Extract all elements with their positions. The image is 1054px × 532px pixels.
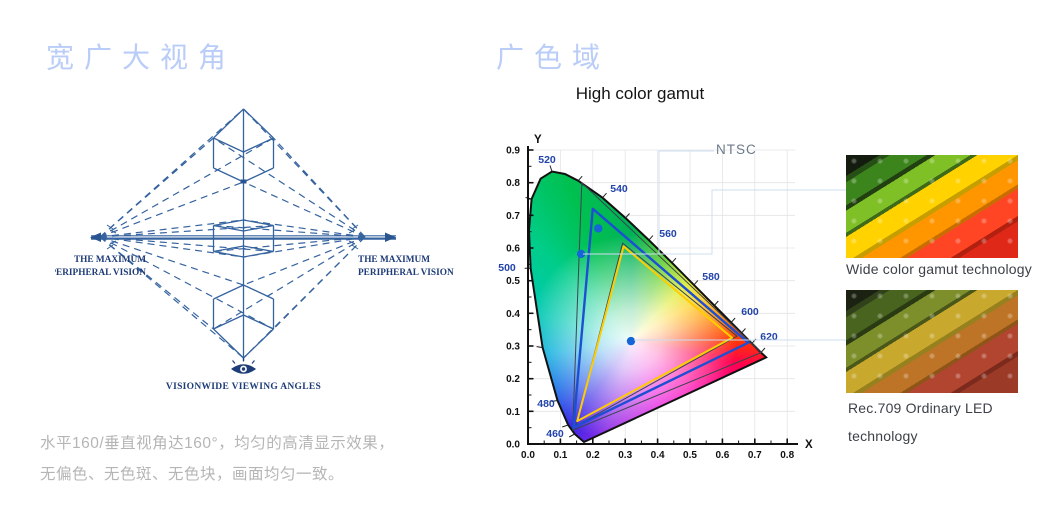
wavelength-label-460: 460: [546, 428, 564, 440]
y-tick-label: 0.7: [506, 211, 520, 222]
y-tick-label: 0.2: [506, 374, 520, 385]
rec709-photo: [846, 290, 1018, 393]
description-line-2: 无偏色、无色斑、无色块，画面均匀一致。: [40, 466, 345, 483]
y-axis-letter: Y: [534, 134, 542, 146]
x-axis-letter: X: [805, 439, 813, 451]
y-tick-label: 0.3: [506, 342, 520, 353]
diagram-geometry: [91, 108, 396, 361]
wavelength-label-540: 540: [610, 183, 628, 195]
viewing-angle-diagram: THE MAXIMUM PERIPHERAL VISION THE MAXIMU…: [55, 108, 454, 392]
x-tick-label: 0.5: [683, 450, 697, 461]
y-tick-label: 0.0: [506, 440, 520, 451]
left-section-title: 宽广大视角: [46, 42, 237, 73]
diagram-caption: VISIONWIDE VIEWING ANGLES: [166, 382, 321, 392]
y-tick-label: 0.5: [506, 276, 520, 287]
gamut-triangle-wide-gamut-outline: [572, 182, 762, 431]
x-tick-label: 0.8: [780, 450, 794, 461]
x-tick-label: 0.7: [748, 450, 762, 461]
y-tick-label: 0.1: [506, 407, 520, 418]
x-tick-label: 0.2: [586, 450, 600, 461]
ntsc-annotation: NTSC: [716, 142, 757, 157]
y-tick-label: 0.4: [506, 309, 520, 320]
rec709-caption-line1: Rec.709 Ordinary LED: [848, 400, 993, 416]
wavelength-label-580: 580: [702, 271, 720, 283]
x-tick-label: 0.0: [521, 450, 535, 461]
wavelength-tick-hatches: [524, 165, 766, 438]
wavelength-label-600: 600: [741, 306, 759, 318]
right-peripheral-label-line2: PERIPHERAL VISION: [358, 268, 454, 278]
spectral-locus-outline: [527, 170, 768, 444]
chart-title: High color gamut: [575, 84, 705, 103]
right-peripheral-label-line1: THE MAXIMUM: [358, 255, 430, 265]
wavelength-label-620: 620: [760, 331, 778, 343]
right-section-title: 广色域: [496, 42, 611, 73]
description-line-1: 水平160/垂直视角达160°，均匀的高清显示效果，: [40, 435, 395, 452]
x-tick-label: 0.3: [618, 450, 632, 461]
chart-axes: Y X 0.0 0.1 0.2 0.3 0.4 0.5 0.6 0.7 0.8 0.0 0.1 0.2…: [506, 134, 813, 461]
gamut-triangles: [572, 182, 762, 431]
y-tick-label: 0.6: [506, 244, 520, 255]
wavelength-label-500: 500: [498, 262, 516, 274]
axis-arrowheads: [90, 179, 396, 242]
eye-icon: [231, 358, 256, 374]
left-description: 水平160/垂直视角达160°，均匀的高清显示效果， 无偏色、无色斑、无色块，画…: [40, 428, 394, 490]
wavelength-label-520: 520: [538, 154, 556, 166]
sight-rays: [99, 108, 366, 359]
y-tick-label: 0.8: [506, 178, 520, 189]
rec709-caption-line2: technology: [848, 428, 918, 444]
y-tick-label: 0.9: [506, 146, 520, 157]
angle-marks: [106, 224, 359, 250]
x-tick-label: 0.6: [715, 450, 729, 461]
x-tick-label: 0.1: [553, 450, 567, 461]
chromaticity-point: [594, 224, 603, 233]
chromaticity-point: [576, 249, 586, 259]
chromaticity-chart: Y X 0.0 0.1 0.2 0.3 0.4 0.5 0.6 0.7 0.8 0.0 0.1 0.2…: [490, 130, 830, 475]
wavelength-label-560: 560: [659, 228, 677, 240]
x-tick-label: 0.4: [651, 450, 665, 461]
gamut-triangle-NTSC: [572, 207, 750, 429]
gamut-triangle-rec709-yellow: [576, 245, 734, 423]
left-peripheral-label-line2: PERIPHERAL VISION: [55, 268, 146, 278]
wavelength-label-480: 480: [537, 398, 555, 410]
wide-gamut-caption: Wide color gamut technology: [846, 261, 1032, 277]
left-peripheral-label-line1: THE MAXIMUM: [74, 255, 146, 265]
wide-gamut-photo: [846, 155, 1018, 258]
chart-overlay: Y X 0.0 0.1 0.2 0.3 0.4 0.5 0.6 0.7 0.8 0.0 0.1 0.2…: [498, 134, 813, 461]
chromaticity-point: [626, 336, 636, 346]
